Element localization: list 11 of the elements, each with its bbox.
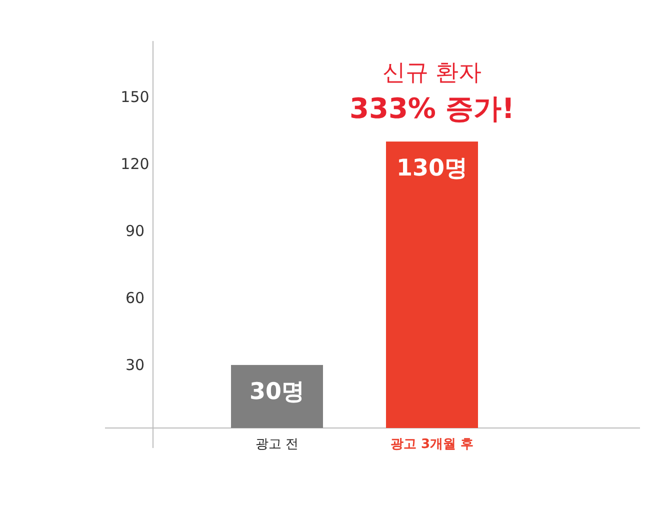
- text: 신규 환자: [382, 60, 482, 86]
- y-tick-label: 120: [120, 154, 150, 173]
- y-tick-label: 90: [125, 222, 145, 240]
- y-tick-label: 60: [125, 288, 145, 307]
- x-tick-label: 광고 전: [255, 437, 299, 452]
- y-tick-label: 30: [125, 356, 145, 374]
- data-label: 130명: [396, 156, 468, 182]
- text: 333% 증가!: [349, 92, 515, 125]
- x-tick-label: 광고 3개월 후: [390, 437, 474, 452]
- y-tick-label: 150: [120, 88, 150, 106]
- data-label: 30명: [249, 378, 305, 405]
